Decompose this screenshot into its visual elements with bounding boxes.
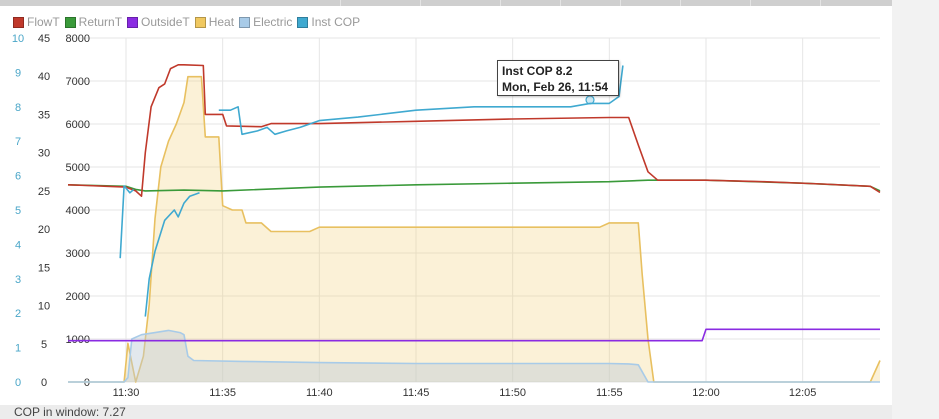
y-tick-label-power: 4000	[66, 205, 90, 217]
right-margin	[892, 0, 939, 419]
y-tick-label-cop: 5	[15, 205, 21, 217]
series-area-heat	[68, 76, 880, 382]
toolbar-segment	[420, 0, 501, 6]
y-tick-label-cop: 3	[15, 274, 21, 286]
y-tick-label-cop: 4	[15, 239, 21, 251]
y-tick-label-temp: 5	[41, 339, 47, 351]
axis-tick-labels: 0123456789100510152025303540450100020003…	[12, 33, 817, 399]
y-tick-label-cop: 10	[12, 33, 24, 45]
series-line-outsidet[interactable]	[68, 328, 880, 342]
y-tick-label-temp: 40	[38, 71, 50, 83]
series-line-heat[interactable]	[68, 75, 881, 383]
toolbar-strip	[0, 0, 892, 6]
legend-item-inst-cop[interactable]: Inst COP	[297, 14, 360, 30]
y-tick-label-power: 8000	[66, 33, 90, 45]
x-tick-label: 11:40	[306, 387, 333, 399]
x-tick-label: 12:00	[692, 387, 720, 399]
chart-grid	[68, 37, 880, 383]
x-tick-label: 11:45	[403, 387, 430, 399]
legend-item-heat[interactable]: Heat	[194, 14, 235, 30]
y-tick-label-cop: 6	[15, 171, 21, 183]
legend-label: Heat	[208, 15, 235, 29]
series-area-electric	[68, 330, 880, 382]
legend-item-returnt[interactable]: ReturnT	[64, 14, 123, 30]
y-tick-label-cop: 8	[15, 102, 21, 114]
y-tick-label-cop: 1	[15, 343, 21, 355]
legend-swatch	[194, 16, 206, 28]
series-line-electric[interactable]	[68, 329, 880, 383]
legend-label: FlowT	[27, 15, 60, 29]
y-tick-label-temp: 15	[38, 262, 50, 274]
legend-item-flowt[interactable]: FlowT	[13, 14, 60, 30]
y-tick-label-power: 5000	[66, 162, 90, 174]
legend-swatch	[297, 16, 309, 28]
y-tick-label-temp: 30	[38, 148, 50, 160]
toolbar-segment	[680, 0, 751, 6]
y-tick-label-cop: 0	[15, 377, 21, 389]
toolbar-segment	[500, 0, 561, 6]
toolbar-segment	[340, 0, 421, 6]
y-tick-label-power: 0	[84, 377, 90, 389]
series-layer[interactable]	[67, 64, 881, 383]
toolbar-segment	[620, 0, 681, 6]
toolbar-segment	[820, 0, 893, 6]
y-tick-label-power: 3000	[66, 248, 90, 260]
y-tick-label-cop: 9	[15, 67, 21, 79]
x-tick-label: 11:30	[113, 387, 140, 399]
heatpump-chart: 0123456789100510152025303540450100020003…	[12, 33, 881, 399]
y-tick-label-temp: 25	[38, 186, 50, 198]
legend-swatch	[127, 16, 139, 28]
legend-label: Electric	[253, 15, 293, 29]
y-tick-label-temp: 35	[38, 109, 50, 121]
legend-swatch	[64, 16, 76, 28]
y-tick-label-temp: 45	[38, 33, 50, 45]
tooltip-line-1: Inst COP 8.2	[502, 64, 573, 78]
legend-swatch	[13, 16, 24, 28]
y-tick-label-power: 6000	[66, 119, 90, 131]
x-tick-label: 12:05	[789, 387, 817, 399]
y-tick-label-power: 2000	[66, 291, 90, 303]
tooltip-marker-layer	[585, 95, 595, 105]
y-tick-label-cop: 7	[15, 136, 21, 148]
tooltip-line-2: Mon, Feb 26, 11:54	[502, 80, 609, 94]
x-tick-label: 11:50	[499, 387, 526, 399]
chart-tooltip: Inst COP 8.2 Mon, Feb 26, 11:54	[497, 60, 619, 96]
y-tick-label-temp: 20	[38, 224, 50, 236]
tooltip-point-marker	[585, 95, 595, 105]
x-tick-label: 11:55	[596, 387, 623, 399]
y-tick-label-cop: 2	[15, 308, 21, 320]
footer-bar: COP in window: 7.27	[0, 405, 892, 419]
series-line-flowt[interactable]	[67, 64, 881, 197]
legend-swatch	[239, 16, 251, 28]
y-tick-label-temp: 0	[41, 377, 47, 389]
chart-legend: FlowT ReturnT OutsideT Heat Electric Inst COP	[13, 14, 360, 30]
legend-item-electric[interactable]: Electric	[239, 14, 292, 30]
toolbar-segment	[560, 0, 621, 6]
legend-label: ReturnT	[78, 15, 123, 29]
series-line-inst-cop[interactable]	[144, 192, 200, 317]
x-tick-label: 11:35	[209, 387, 236, 399]
legend-label: OutsideT	[141, 15, 190, 29]
toolbar-segment	[750, 0, 821, 6]
y-tick-label-power: 7000	[66, 76, 90, 88]
legend-item-outsidet[interactable]: OutsideT	[127, 14, 190, 30]
series-line-inst-cop[interactable]	[119, 185, 135, 259]
cop-window-text: COP in window: 7.27	[14, 405, 126, 419]
y-tick-label-temp: 10	[38, 301, 50, 313]
legend-label: Inst COP	[311, 15, 361, 29]
